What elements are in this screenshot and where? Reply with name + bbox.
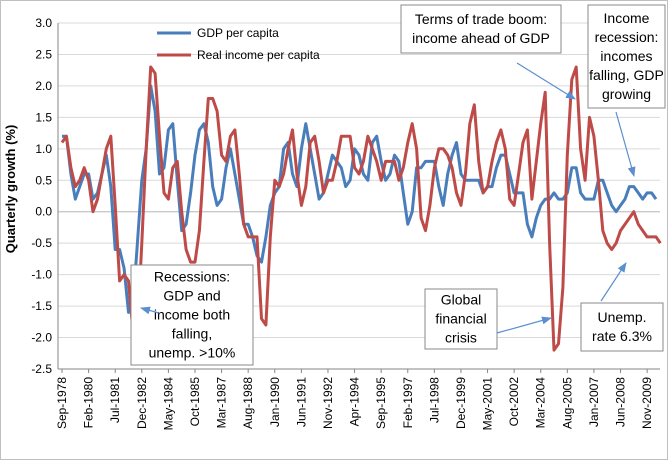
y-tick-label: -2.5 (31, 362, 52, 376)
annotation-text: Global (441, 292, 481, 308)
y-tick-label: 0.0 (35, 205, 52, 219)
x-tick-label: Nov-1992 (321, 377, 335, 429)
y-tick-label: 1.5 (35, 110, 52, 124)
x-tick-label: Feb-1980 (82, 377, 96, 429)
y-tick-label: -1.5 (31, 299, 52, 313)
x-tick-label: Sep-1995 (374, 377, 388, 429)
x-tick-label: Jun-1991 (294, 377, 308, 427)
annotation-text: Income (604, 10, 650, 26)
annotation-5: Unemp. rate 6.3% (581, 263, 663, 351)
x-tick-label: Jun-2008 (614, 377, 628, 427)
annotation-text: rate 6.3% (592, 328, 652, 344)
annotation-text: recession: (595, 29, 659, 45)
annotation-text: income ahead of GDP (412, 30, 550, 46)
annotation-arrow (616, 112, 634, 176)
x-tick-label: Sep-1978 (55, 377, 69, 429)
y-tick-label: -0.5 (31, 236, 52, 250)
legend-label: GDP per capita (197, 26, 279, 40)
x-tick-label: Nov-2009 (640, 377, 654, 429)
x-tick-label: May-1984 (161, 377, 175, 431)
y-axis-label: Quarterly growth (%) (3, 125, 18, 254)
x-tick-label: Jul-1981 (108, 377, 122, 423)
legend-label: Real income per capita (197, 48, 320, 62)
x-axis: Sep-1978 Feb-1980 Jul-1981 Dec-1982 May-1984… (55, 369, 667, 430)
x-tick-label: Dec-1982 (135, 377, 149, 429)
y-tick-label: 0.5 (35, 173, 52, 187)
y-tick-label: -2.0 (31, 331, 52, 345)
x-tick-label: Aug-1988 (241, 377, 255, 429)
y-tick-label: 2.0 (35, 79, 52, 93)
annotation-text: growing (602, 86, 651, 102)
annotation-2: Income recession: incomes falling, GDP growi… (588, 5, 665, 176)
annotation-text: crisis (445, 330, 477, 346)
x-tick-label: Oct-2002 (507, 377, 521, 427)
annotation-arrow (601, 263, 626, 301)
x-tick-label: Oct-1985 (188, 377, 202, 427)
x-tick-label: Aug-2005 (560, 377, 574, 429)
annotation-text: Terms of trade boom: (415, 11, 547, 27)
annotation-text: income both (154, 307, 230, 323)
y-tick-label: 2.5 (35, 47, 52, 61)
y-tick-label: -1.0 (31, 268, 52, 282)
x-tick-label: Feb-1997 (401, 377, 415, 429)
legend: GDP per capita Real income per capita (157, 26, 320, 62)
x-tick-label: Mar-1987 (215, 377, 229, 429)
annotation-1: Terms of trade boom: income ahead of GDP (401, 5, 575, 99)
annotation-3: Recessions: GDP and income both falling, une… (131, 265, 253, 365)
annotation-text: GDP and (163, 288, 220, 304)
annotation-text: unemp. >10% (149, 345, 236, 361)
annotation-4: Global financial crisis (425, 289, 551, 349)
x-tick-label: Dec-1999 (454, 377, 468, 429)
annotation-text: falling, (172, 326, 212, 342)
y-tick-label: 1.0 (35, 142, 52, 156)
annotation-text: Recessions: (154, 269, 230, 285)
x-tick-label: Jan-1990 (268, 377, 282, 427)
annotation-text: financial (435, 311, 486, 327)
x-tick-label: Mar-2004 (534, 377, 548, 429)
x-tick-label: Jul-1998 (427, 377, 441, 423)
annotation-arrow (497, 318, 551, 333)
annotation-text: Unemp. (597, 309, 646, 325)
x-tick-label: May-2001 (481, 377, 495, 431)
x-tick-label: Jan-2007 (587, 377, 601, 427)
annotation-text: incomes (600, 48, 652, 64)
annotation-text: falling, GDP (589, 67, 664, 83)
y-tick-label: 3.0 (35, 16, 52, 30)
x-tick-label: Apr-1994 (348, 377, 362, 427)
